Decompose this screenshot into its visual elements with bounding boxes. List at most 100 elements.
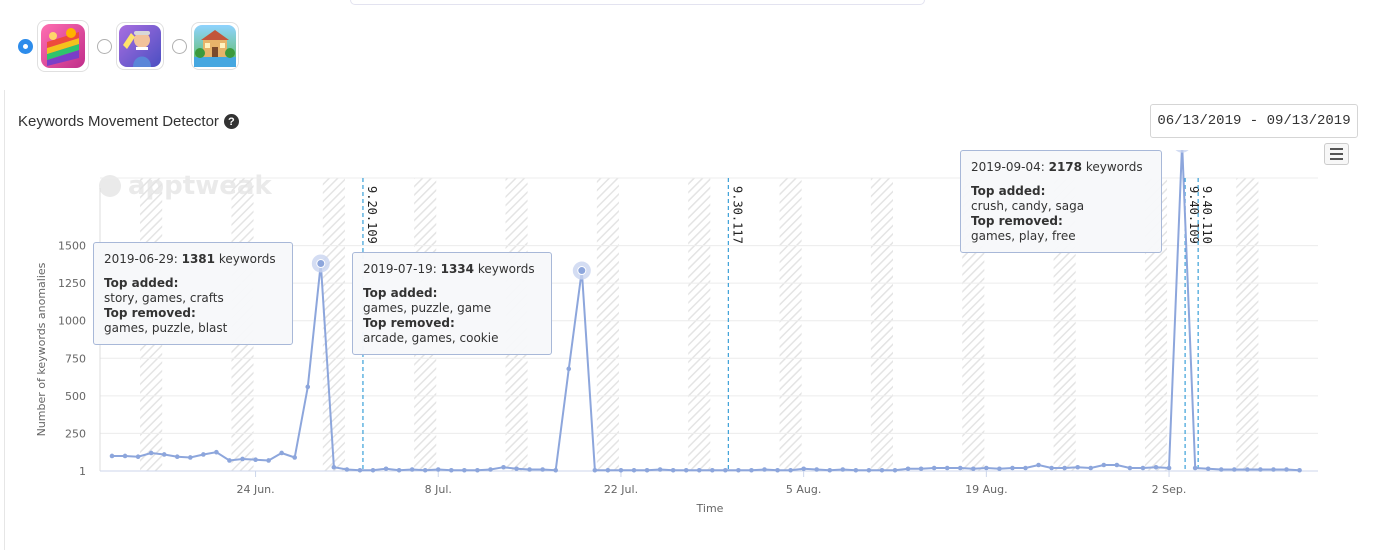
data-point xyxy=(266,458,271,463)
tooltip-added-label: Top added: xyxy=(363,286,438,300)
data-point xyxy=(435,467,441,472)
release-label: 9.20.109 xyxy=(365,186,379,244)
data-point xyxy=(305,384,311,390)
data-point xyxy=(997,466,1002,472)
x-tick-label: 24 Jun. xyxy=(236,483,274,496)
data-point xyxy=(670,467,676,473)
chart-menu-button[interactable] xyxy=(1324,143,1349,165)
data-point xyxy=(710,467,715,473)
data-point xyxy=(1258,467,1263,472)
weekend-band xyxy=(596,178,619,471)
data-point xyxy=(618,467,624,473)
app-option-homescapes[interactable] xyxy=(97,22,164,70)
data-point xyxy=(449,467,454,473)
data-point xyxy=(1153,464,1159,470)
tooltip-unit: keywords xyxy=(474,262,535,276)
highlight-point xyxy=(577,266,587,276)
data-point xyxy=(1023,465,1028,471)
gardenscapes-app-icon xyxy=(191,22,239,70)
tooltip-added-label: Top added: xyxy=(971,184,1046,198)
data-point xyxy=(422,467,428,473)
data-point xyxy=(475,467,480,473)
data-point xyxy=(657,467,663,472)
hamburger-icon-line xyxy=(1330,153,1343,155)
date-range-picker[interactable]: 06/13/2019 - 09/13/2019 xyxy=(1150,104,1358,138)
tooltip-removed: arcade, games, cookie xyxy=(363,331,499,345)
app-option-cookie-jam[interactable] xyxy=(18,20,89,72)
cookie-jam-app-icon xyxy=(37,20,89,72)
data-point xyxy=(605,467,611,473)
tooltip-removed-label: Top removed: xyxy=(363,316,455,330)
radio-button[interactable] xyxy=(172,38,187,54)
data-point xyxy=(736,467,741,473)
app-option-gardenscapes[interactable] xyxy=(172,22,239,70)
tooltip-unit: keywords xyxy=(1082,160,1143,174)
tooltip-header: 2019-06-29: 1381 keywords xyxy=(104,252,282,267)
help-icon[interactable]: ? xyxy=(223,114,239,129)
y-tick-label: 500 xyxy=(65,390,86,403)
data-point xyxy=(1232,467,1237,472)
data-point xyxy=(879,467,885,473)
data-point xyxy=(971,466,976,472)
y-axis-title: Number of keywords anomalies xyxy=(35,262,48,436)
tooltip-added: crush, candy, saga xyxy=(971,199,1085,213)
data-point xyxy=(357,467,363,473)
data-point xyxy=(553,467,558,473)
radio-button[interactable] xyxy=(97,38,112,54)
data-point xyxy=(1192,465,1198,471)
weekend-band xyxy=(779,178,802,471)
data-point xyxy=(696,467,702,473)
app-picker xyxy=(18,20,247,72)
data-point xyxy=(944,465,950,471)
data-point xyxy=(331,464,337,470)
tooltip-unit: keywords xyxy=(215,252,276,266)
weekend-band xyxy=(870,178,893,471)
data-point xyxy=(984,465,989,471)
data-point xyxy=(801,466,806,472)
release-label: 9.40.109 xyxy=(1187,186,1201,244)
data-point xyxy=(592,467,598,473)
tooltip-removed-label: Top removed: xyxy=(971,214,1063,228)
data-point xyxy=(1088,465,1094,471)
data-point xyxy=(1271,467,1276,472)
data-point xyxy=(227,458,232,463)
tooltip-added: story, games, crafts xyxy=(104,291,224,305)
data-point xyxy=(814,467,819,472)
data-point xyxy=(527,467,532,472)
data-point xyxy=(853,467,859,473)
y-tick-label: 750 xyxy=(65,352,86,365)
data-point xyxy=(957,465,963,471)
y-tick-label: 1250 xyxy=(58,277,86,290)
data-point xyxy=(749,467,754,473)
tooltip-header: 2019-09-04: 2178 keywords xyxy=(971,160,1151,175)
tooltip-header: 2019-07-19: 1334 keywords xyxy=(363,262,541,277)
data-point xyxy=(1127,465,1133,471)
tooltip-added: games, puzzle, game xyxy=(363,301,492,315)
weekend-band xyxy=(322,178,345,471)
tooltip-spike-2: 2019-07-19: 1334 keywords Top added: gam… xyxy=(352,252,552,355)
panel-border xyxy=(4,90,5,550)
data-point xyxy=(788,467,793,473)
data-point xyxy=(1218,467,1224,472)
tooltip-removed-label: Top removed: xyxy=(104,306,196,320)
radio-button-selected[interactable] xyxy=(18,38,33,54)
data-point xyxy=(1205,466,1211,472)
data-point xyxy=(1140,465,1146,471)
data-point xyxy=(501,464,506,470)
data-point xyxy=(683,467,689,473)
tooltip-spike-3: 2019-09-04: 2178 keywords Top added: cru… xyxy=(960,150,1162,253)
data-point xyxy=(383,466,389,472)
data-point xyxy=(566,366,572,372)
tooltip-count: 2178 xyxy=(1048,160,1083,174)
data-point xyxy=(775,467,780,473)
y-tick-label: 250 xyxy=(65,427,86,440)
highlight-halo xyxy=(1175,150,1189,153)
data-point xyxy=(644,467,650,473)
data-point xyxy=(148,450,154,456)
data-point xyxy=(122,453,128,459)
tooltip-date: 2019-06-29: xyxy=(104,252,182,266)
data-point xyxy=(109,453,115,459)
weekend-band xyxy=(688,178,711,471)
y-tick-label: 1000 xyxy=(58,315,86,328)
